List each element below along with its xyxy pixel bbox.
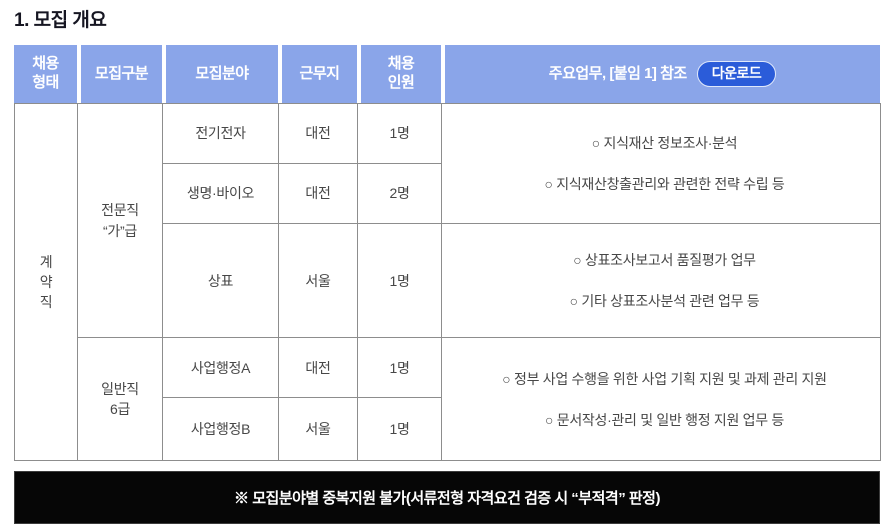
- cell-count: 1명: [357, 397, 442, 462]
- footer-note-text: ※ 모집분야별 중복지원 불가(서류전형 자격요건 검증 시 “부적격” 판정): [234, 490, 660, 508]
- cell-field: 전기전자: [162, 103, 279, 164]
- duty-line: ○ 정부 사업 수행을 위한 사업 기획 지원 및 과제 관리 지원: [502, 371, 827, 388]
- duty-line: ○ 지식재산창출관리와 관련한 전략 수립 등: [544, 175, 785, 192]
- header-employment-type: 채용 형태: [14, 45, 77, 103]
- table-row: 일반직 6급 사업행정A 대전 1명 ○ 정부 사업 수행을 위한 사업 기획 …: [15, 337, 881, 462]
- cell-count: 1명: [357, 222, 442, 339]
- table-row: 사업행정B 서울 1명: [15, 397, 881, 462]
- cell-employment-type: 계 약 직: [14, 102, 78, 462]
- cell-duties-ip: ○ 지식재산 정보조사·분석 ○ 지식재산창출관리와 관련한 전략 수립 등: [441, 103, 881, 224]
- cell-duties-trademark: ○ 상표조사보고서 품질평가 업무 ○ 기타 상표조사분석 관련 업무 등: [441, 222, 881, 339]
- page-title: 1. 모집 개요: [14, 10, 107, 31]
- cell-field: 사업행정A: [162, 337, 279, 399]
- cell-location: 서울: [278, 397, 358, 462]
- footer-note-banner: ※ 모집분야별 중복지원 불가(서류전형 자격요건 검증 시 “부적격” 판정): [14, 471, 880, 524]
- header-work-location: 근무지: [278, 45, 357, 103]
- duty-line: ○ 기타 상표조사분석 관련 업무 등: [569, 292, 760, 309]
- cell-location: 대전: [278, 337, 358, 399]
- cell-location: 대전: [278, 103, 358, 164]
- header-hire-count: 채용 인원: [357, 45, 441, 103]
- cell-field: 사업행정B: [162, 397, 279, 462]
- recruitment-table: 계 약 직 전문직 “가”급 전기전자 대전 1명 ○ 지식재산 정보조사·분석…: [14, 102, 881, 462]
- duty-line: ○ 상표조사보고서 품질평가 업무: [573, 252, 756, 269]
- duty-line: ○ 지식재산 정보조사·분석: [591, 135, 738, 152]
- cell-count: 1명: [357, 103, 442, 164]
- cell-group-professional: 전문직 “가”급: [77, 102, 163, 339]
- table-row: 상표 서울 1명 ○ 상표조사보고서 품질평가 업무 ○ 기타 상표조사분석 관…: [15, 222, 881, 339]
- header-recruit-field: 모집분야: [162, 45, 278, 103]
- header-recruit-category: 모집구분: [77, 45, 162, 103]
- download-button[interactable]: 다운로드: [696, 61, 777, 87]
- duty-line: ○ 문서작성·관리 및 일반 행정 지원 업무 등: [545, 411, 784, 428]
- cell-count: 2명: [357, 163, 442, 224]
- header-main-duties-label: 주요업무, [붙임 1] 참조: [548, 64, 687, 82]
- header-main-duties: 주요업무, [붙임 1] 참조 다운로드: [441, 45, 880, 103]
- cell-location: 대전: [278, 163, 358, 224]
- table-header-row: 채용 형태 모집구분 모집분야 근무지 채용 인원 주요업무, [붙임 1] 참…: [14, 45, 880, 103]
- cell-field: 상표: [162, 222, 279, 339]
- cell-field: 생명·바이오: [162, 163, 279, 224]
- cell-location: 서울: [278, 222, 358, 339]
- cell-duties-admin: ○ 정부 사업 수행을 위한 사업 기획 지원 및 과제 관리 지원 ○ 문서작…: [441, 337, 881, 462]
- table-row: 생명·바이오 대전 2명: [15, 163, 881, 224]
- table-row: 계 약 직 전문직 “가”급 전기전자 대전 1명 ○ 지식재산 정보조사·분석…: [14, 102, 881, 462]
- cell-count: 1명: [357, 337, 442, 399]
- cell-group-general: 일반직 6급: [77, 337, 163, 462]
